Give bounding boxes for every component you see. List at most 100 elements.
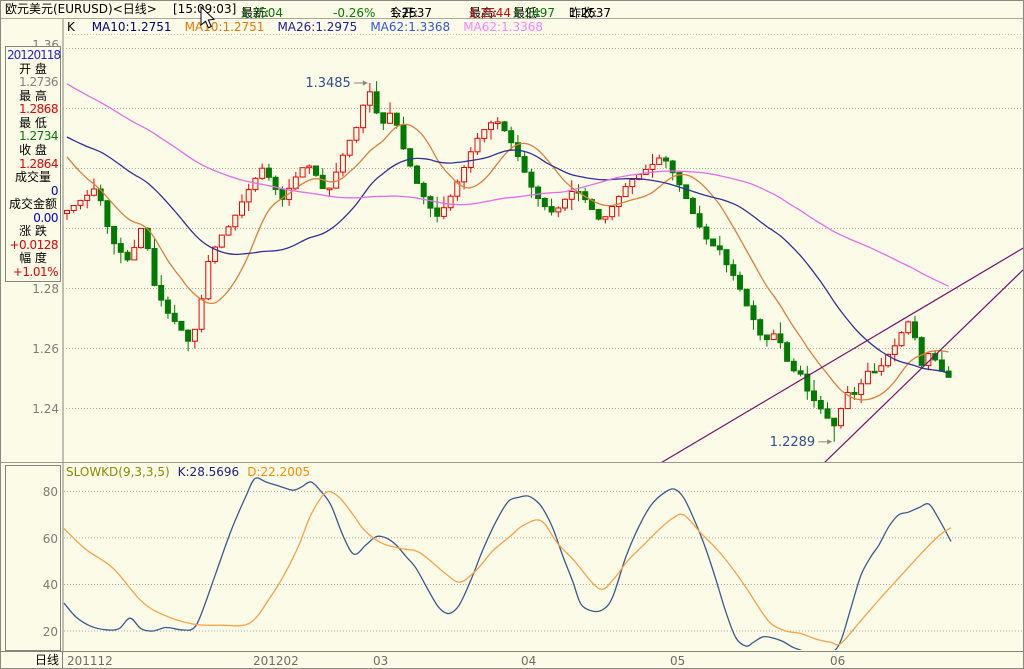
candle-down: [319, 174, 326, 190]
candle-up: [245, 189, 252, 203]
candle-down: [750, 305, 757, 321]
app-title: 欧元美元(EURUSD)<日线>: [5, 2, 157, 16]
candle-down: [730, 264, 737, 276]
candle-up: [461, 167, 468, 183]
kd-k-line: [63, 477, 952, 650]
candle-down: [164, 299, 171, 314]
candle-up: [239, 201, 245, 216]
candle-up: [474, 137, 481, 153]
price-annotation-1.3485: 1.3485: [305, 76, 351, 91]
ma-legend-item-0: MA10:1.2751: [91, 20, 172, 34]
candle-down: [97, 188, 104, 202]
candle-up: [360, 104, 367, 129]
quote-field-value: 1.2537: [569, 6, 611, 20]
candle-up: [562, 198, 568, 209]
candle-down: [669, 160, 676, 174]
candle-up: [770, 333, 777, 341]
candle-down: [313, 165, 319, 176]
candle-down: [111, 226, 118, 245]
candle-up: [609, 206, 616, 218]
quote-field-value: 1.2497: [513, 6, 555, 20]
candle-up: [642, 168, 649, 175]
candle-down: [676, 172, 683, 186]
candle-down: [663, 157, 669, 162]
candle-up: [602, 216, 609, 220]
info-row-label-4: 成交量: [14, 170, 51, 185]
candle-down: [689, 197, 696, 215]
candle-up: [622, 186, 629, 198]
candle-up: [454, 181, 461, 197]
time-axis-tick-06: 06: [830, 654, 846, 668]
info-row-label-7: 幅 度: [19, 251, 47, 266]
quote-field-label: 今开:: [390, 6, 419, 20]
candle-up: [198, 298, 205, 330]
candle-up: [656, 157, 663, 165]
info-row-label-3: 收 盘: [19, 142, 47, 157]
quote-field-label: 最新:: [241, 6, 270, 20]
trend-line-2[interactable]: [823, 268, 1024, 464]
candle-down: [797, 370, 804, 375]
time-axis-tick-05: 05: [670, 654, 686, 668]
candle-down: [945, 370, 952, 378]
info-row-value-1: 1.2868: [19, 102, 59, 117]
k-series-label: K: [67, 20, 75, 34]
candle-down: [918, 337, 925, 366]
info-row-value-3: 1.2864: [19, 156, 59, 171]
time-axis: 日线 201112 201202 03 04 05 06: [1, 651, 1023, 668]
candle-down: [420, 182, 427, 198]
candle-up: [306, 165, 313, 169]
candle-down: [380, 112, 387, 124]
candle-down: [743, 288, 750, 307]
candle-up: [212, 246, 219, 263]
candle-up: [299, 167, 306, 178]
quote-field-value: 1.2544: [469, 6, 511, 20]
candle-down: [763, 334, 770, 341]
info-row-value-5: 0.00: [33, 210, 58, 225]
indicator-k-value: K:28.5696: [177, 465, 240, 479]
candle-down: [710, 238, 717, 247]
candle-down: [871, 370, 878, 374]
candle-down: [501, 121, 508, 132]
indicator-label-row: SLOWKD(9,3,3,5) K:28.5696 D:22.2005: [66, 465, 310, 479]
trend-line-1[interactable]: [659, 247, 1024, 464]
candle-up: [891, 345, 898, 355]
candle-down: [373, 91, 380, 114]
candle-up: [64, 210, 70, 214]
annotation-arrowhead: [362, 80, 368, 86]
candle-up: [898, 332, 905, 347]
indicator-axis-box: 80 60 40 20: [5, 465, 61, 651]
period-selector[interactable]: 日线: [1, 652, 63, 668]
info-row-label-0: 开 盘: [19, 61, 47, 76]
main-price-pane[interactable]: 1.3485 1.2289: [63, 48, 1024, 465]
candle-down: [696, 213, 703, 228]
candle-down: [400, 124, 407, 150]
candle-down: [528, 171, 535, 188]
candle-down: [851, 392, 858, 395]
candle-up: [858, 383, 865, 395]
candle-down: [817, 400, 824, 410]
quote-field-label: 最低:: [513, 6, 542, 20]
candle-down: [831, 417, 838, 427]
indicator-name-label: SLOWKD(9,3,3,5): [66, 465, 170, 479]
candle-down: [716, 245, 723, 251]
candle-down: [158, 285, 165, 301]
candle-down: [790, 360, 797, 372]
ma26-line: [66, 136, 949, 374]
info-row-label-5: 成交金额: [8, 197, 57, 212]
info-row-value-2: 1.2734: [19, 129, 59, 144]
indicator-pane[interactable]: [63, 477, 1023, 654]
candle-up: [864, 370, 871, 385]
candle-down: [595, 209, 602, 220]
candle-down: [548, 206, 555, 213]
info-row-label-2: 最 低: [19, 115, 47, 130]
ma-legend-item-1: MA10:1.2751: [184, 20, 265, 34]
candle-up: [568, 191, 575, 200]
candle-up: [77, 199, 84, 206]
candle-up: [225, 226, 232, 236]
time-axis-tick-201202: 201202: [253, 654, 299, 668]
ma-legend-row: K MA10:1.2751 MA10:1.2751 MA26:1.2975 MA62:…: [67, 20, 556, 34]
candle-up: [844, 392, 851, 410]
candle-down: [279, 188, 286, 200]
candle-down: [811, 390, 817, 402]
